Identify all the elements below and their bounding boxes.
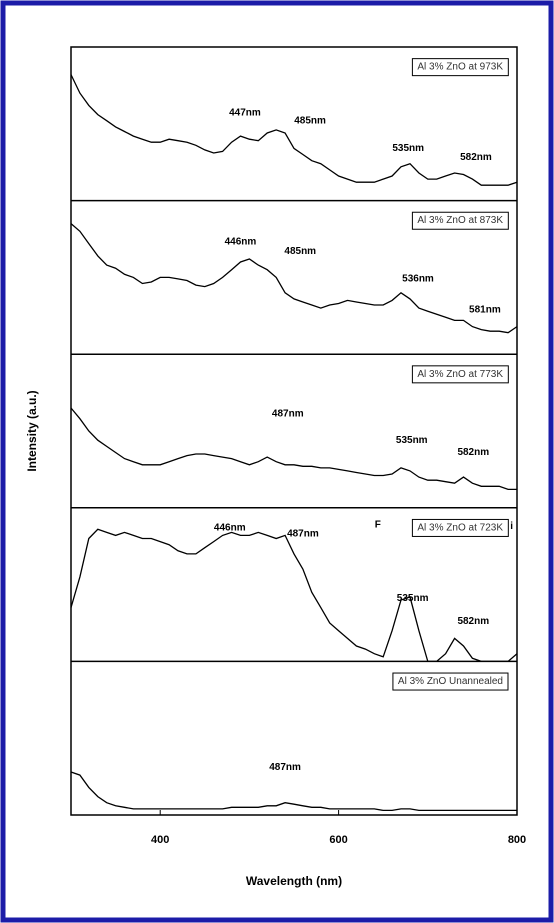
legend-label: Al 3% ZnO at 873K: [417, 215, 503, 226]
peak-label: 535nm: [396, 435, 428, 446]
peak-label: 487nm: [287, 529, 319, 540]
peak-label: 485nm: [284, 246, 316, 257]
legend-box: [411, 211, 509, 230]
peak-label: 535nm: [397, 593, 429, 604]
peak-label: 581nm: [469, 304, 501, 315]
legend-label: Al 3% ZnO at 773K: [417, 369, 503, 380]
peak-label: 535nm: [392, 143, 424, 154]
legend-label: Al 3% ZnO at 973K: [417, 62, 503, 73]
spectrum-line: [70, 223, 518, 334]
peak-label: 447nm: [229, 108, 261, 119]
peak-label: 487nm: [269, 762, 301, 773]
legend-box: [411, 365, 509, 384]
spectrum-line: [70, 74, 518, 186]
peak-label: 582nm: [457, 447, 489, 458]
x-tick-label: 600: [329, 834, 347, 846]
plot-area: [70, 46, 518, 816]
legend-box: [392, 672, 509, 691]
peak-label: 582nm: [457, 616, 489, 627]
x-tick-label: 400: [151, 834, 169, 846]
peak-label: F: [375, 519, 381, 530]
x-tick-label: 800: [508, 834, 526, 846]
peak-label: 446nm: [225, 237, 257, 248]
spectrum-line: [70, 771, 517, 812]
peak-label: 536nm: [402, 274, 434, 285]
peak-label: 446nm: [214, 522, 246, 533]
legend-label: Al 3% ZnO at 723K: [417, 522, 503, 533]
x-axis-label: Wavelength (nm): [246, 874, 342, 888]
peak-label: 485nm: [294, 115, 326, 126]
legend-label: Al 3% ZnO Unannealed: [398, 676, 503, 687]
y-axis-label: Intensity (a.u.): [25, 390, 39, 471]
peak-label: 487nm: [272, 409, 304, 420]
peak-label: i: [510, 521, 513, 532]
peak-label: 582nm: [460, 152, 492, 163]
spectrum-line: [70, 528, 518, 663]
legend-box: [411, 58, 509, 77]
legend-box: [411, 518, 509, 537]
spectrum-line: [70, 407, 517, 491]
